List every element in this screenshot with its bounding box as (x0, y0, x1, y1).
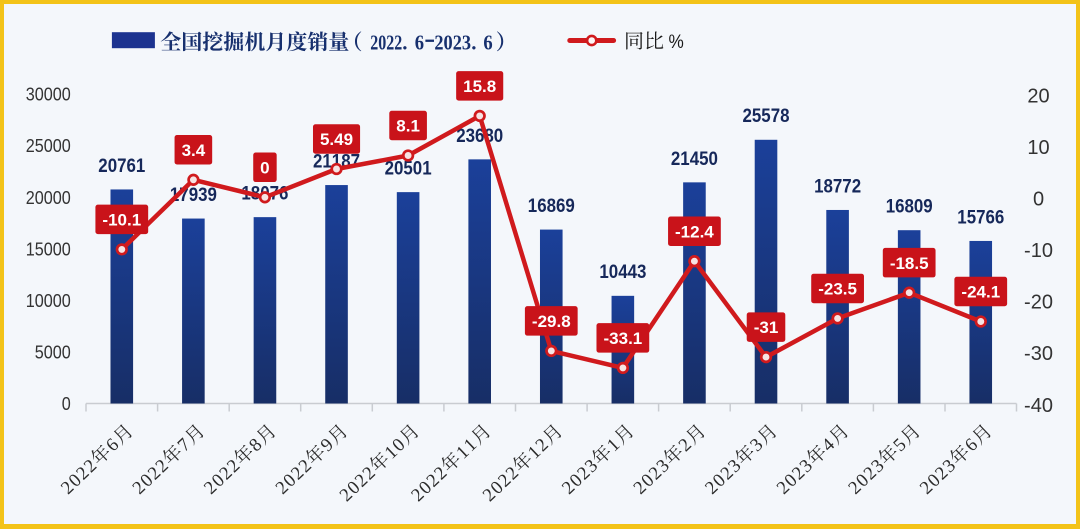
svg-text:0: 0 (260, 158, 269, 177)
svg-text:10: 10 (1027, 137, 1049, 159)
svg-text:23680: 23680 (456, 126, 503, 147)
svg-text:15.8: 15.8 (463, 77, 496, 96)
svg-text:20761: 20761 (98, 156, 145, 177)
svg-text:0: 0 (62, 394, 71, 414)
svg-text:2023: 2023 (434, 30, 471, 54)
svg-text:%: % (669, 32, 684, 53)
svg-text:2022: 2022 (370, 30, 402, 54)
svg-text:16869: 16869 (528, 196, 575, 217)
svg-text:6: 6 (483, 30, 492, 54)
svg-text:-12.4: -12.4 (675, 222, 714, 241)
svg-text:5.49: 5.49 (320, 130, 353, 149)
svg-text:30000: 30000 (26, 85, 71, 105)
svg-text:20501: 20501 (385, 159, 432, 180)
svg-text:8.1: 8.1 (396, 117, 420, 136)
svg-text:-30: -30 (1024, 343, 1053, 365)
svg-text:-33.1: -33.1 (604, 329, 643, 348)
svg-text:.: . (471, 30, 476, 54)
svg-text:18772: 18772 (814, 176, 861, 197)
svg-text:-24.1: -24.1 (961, 283, 1000, 302)
svg-text:20: 20 (1027, 86, 1049, 108)
svg-text:0: 0 (1033, 189, 1044, 211)
svg-text:10000: 10000 (26, 291, 71, 311)
svg-text:15000: 15000 (26, 239, 71, 259)
svg-text:25000: 25000 (26, 136, 71, 156)
svg-text:-23.5: -23.5 (818, 280, 857, 299)
svg-text:6: 6 (415, 30, 424, 54)
svg-text:-10: -10 (1024, 240, 1053, 262)
svg-text:-40: -40 (1024, 395, 1053, 417)
svg-text:25578: 25578 (743, 106, 790, 127)
svg-text:-18.5: -18.5 (890, 254, 929, 273)
svg-text:3.4: 3.4 (182, 141, 206, 160)
svg-text:-31: -31 (754, 318, 779, 337)
svg-text:15766: 15766 (957, 207, 1004, 228)
svg-text:-29.8: -29.8 (532, 312, 571, 331)
svg-text:10443: 10443 (599, 262, 646, 283)
svg-text:-20: -20 (1024, 292, 1053, 314)
svg-text:21450: 21450 (671, 149, 718, 170)
svg-text:16809: 16809 (886, 197, 933, 218)
svg-text:.: . (402, 30, 407, 54)
svg-text:-10.1: -10.1 (102, 211, 141, 230)
svg-text:5000: 5000 (35, 342, 71, 362)
svg-text:20000: 20000 (26, 188, 71, 208)
